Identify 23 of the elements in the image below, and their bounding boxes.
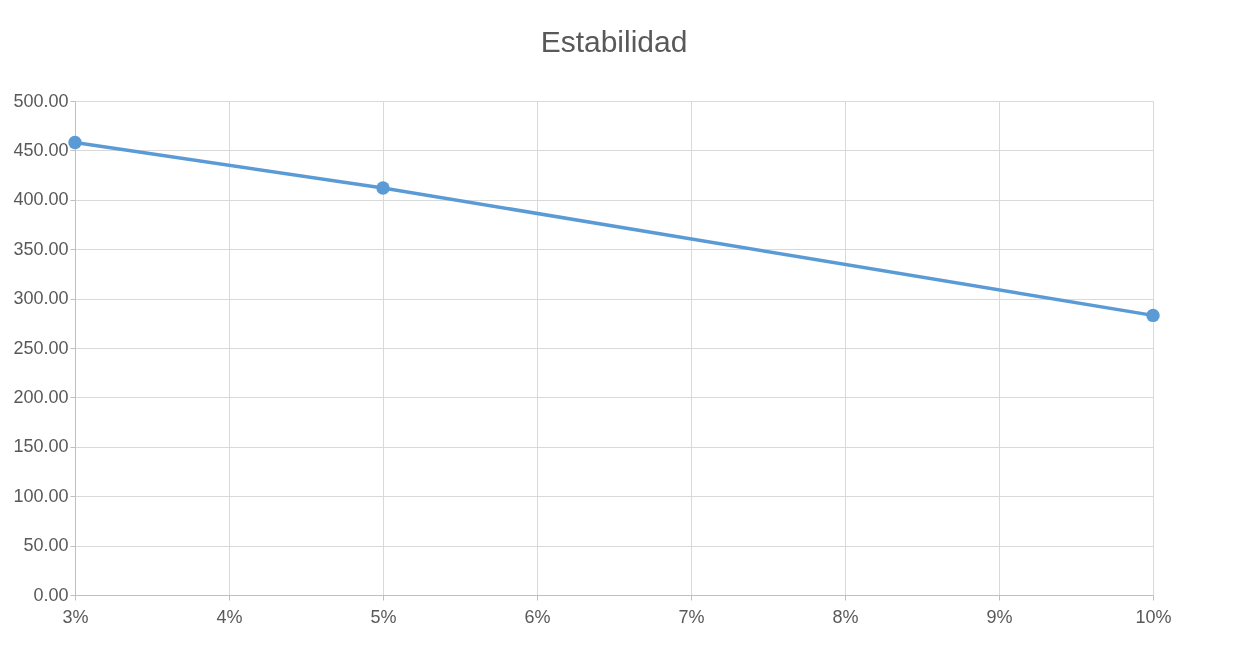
x-tick-label: 6% xyxy=(524,606,551,627)
y-tick-label: 450.00 xyxy=(13,139,69,160)
x-tick-label: 3% xyxy=(62,606,89,627)
x-tick-label: 5% xyxy=(370,606,397,627)
x-tick-label: 8% xyxy=(832,606,859,627)
y-tick-label: 150.00 xyxy=(13,436,69,457)
y-tick-label: 300.00 xyxy=(13,288,69,309)
x-tick-label: 7% xyxy=(678,606,705,627)
x-tick-label: 4% xyxy=(216,606,243,627)
y-tick-label: 400.00 xyxy=(13,189,69,210)
y-tick-label: 500.00 xyxy=(13,90,69,111)
point xyxy=(376,181,390,195)
point xyxy=(68,135,82,150)
y-tick-label: 250.00 xyxy=(13,337,69,358)
chart-title: Estabilidad xyxy=(540,25,688,58)
y-tick-label: 50.00 xyxy=(23,535,69,556)
y-tick-label: 0.00 xyxy=(33,584,69,605)
x-tick-label: 10% xyxy=(1135,606,1172,627)
y-tick-label: 350.00 xyxy=(13,238,69,259)
point xyxy=(1146,308,1160,323)
x-tick-label: 9% xyxy=(986,606,1013,627)
y-tick-label: 100.00 xyxy=(13,485,69,506)
y-tick-label: 200.00 xyxy=(13,386,69,407)
